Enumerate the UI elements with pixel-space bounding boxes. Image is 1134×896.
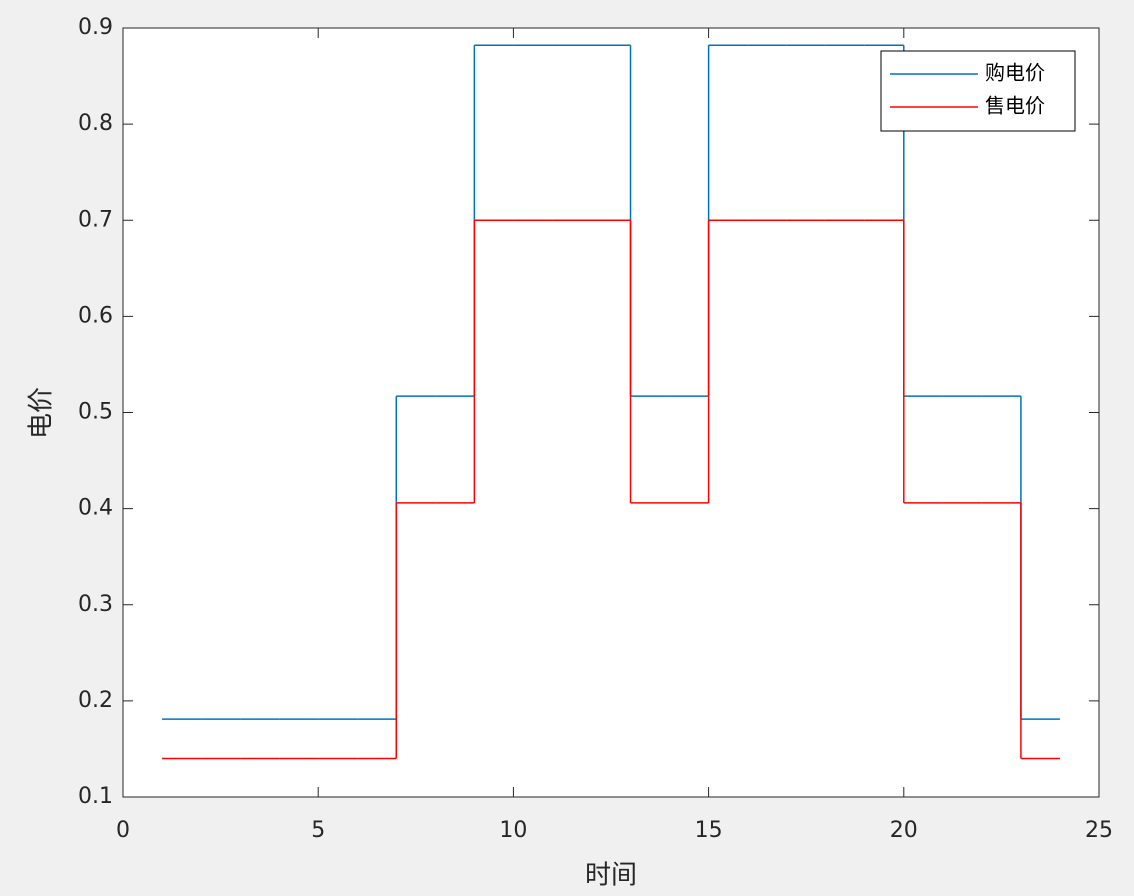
x-tick-label: 20 xyxy=(890,818,918,843)
axes-box xyxy=(122,27,1100,798)
y-tick-label: 0.2 xyxy=(78,688,113,713)
legend-label: 购电价 xyxy=(985,61,1045,85)
y-tick-label: 0.6 xyxy=(78,303,113,328)
y-tick-label: 0.7 xyxy=(78,207,113,232)
x-tick-label: 15 xyxy=(695,818,723,843)
y-tick-label: 0.1 xyxy=(78,784,113,809)
x-axis-label: 时间 xyxy=(585,861,637,891)
x-tick-label: 10 xyxy=(499,818,527,843)
plot-area xyxy=(123,28,1099,797)
legend-box xyxy=(880,50,1076,132)
y-tick-label: 0.8 xyxy=(78,111,113,136)
x-tick-label: 25 xyxy=(1085,818,1113,843)
y-tick-label: 0.3 xyxy=(78,592,113,617)
y-tick-label: 0.4 xyxy=(78,496,113,521)
legend-label: 售电价 xyxy=(985,94,1045,118)
y-axis-label: 电价 xyxy=(27,387,57,439)
y-tick-label: 0.5 xyxy=(78,400,113,425)
x-tick-label: 0 xyxy=(116,818,130,843)
y-tick-label: 0.9 xyxy=(78,15,113,40)
x-tick-label: 5 xyxy=(311,818,325,843)
